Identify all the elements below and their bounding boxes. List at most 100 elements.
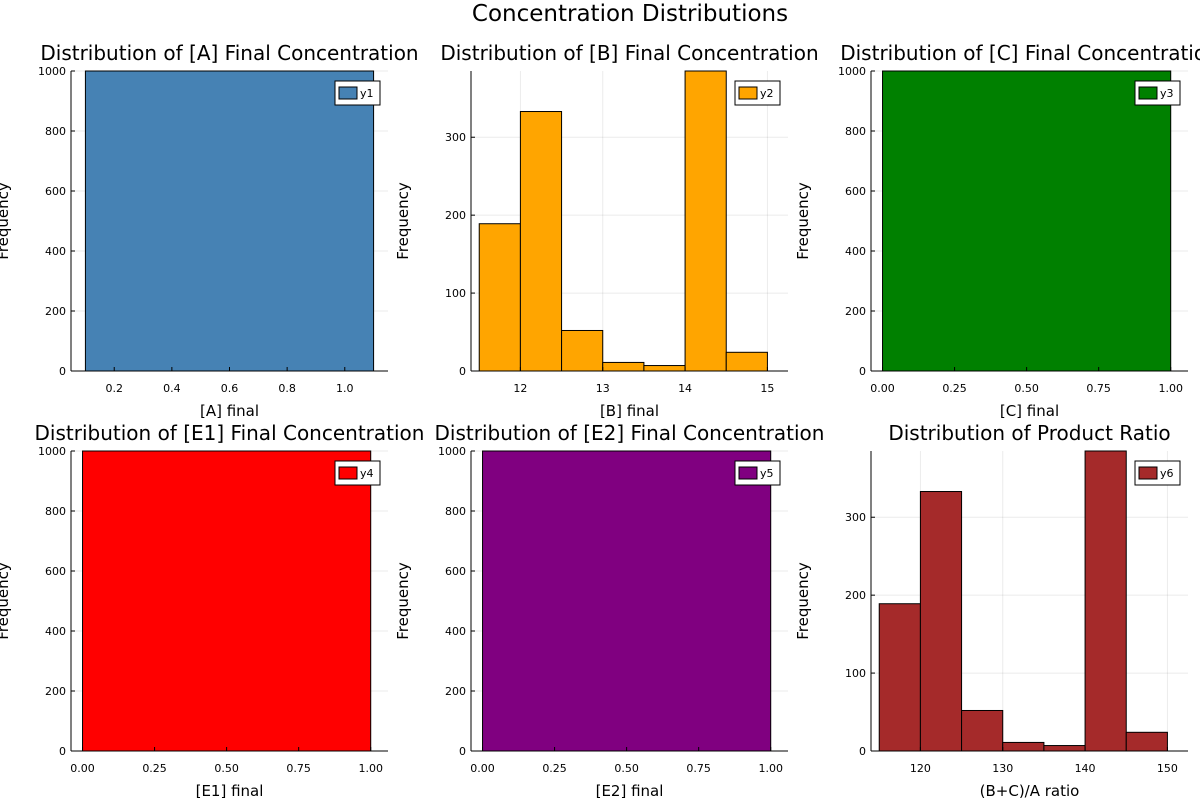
y-axis-label: Frequency bbox=[394, 562, 412, 640]
histogram-bar bbox=[1002, 741, 1045, 752]
legend: y2 bbox=[734, 80, 781, 106]
x-tick-label: 0.75 bbox=[286, 762, 311, 775]
panel-title: Distribution of [B] Final Concentration bbox=[440, 41, 818, 65]
y-tick-label: 400 bbox=[45, 625, 66, 638]
x-tick-label: 15 bbox=[760, 382, 774, 395]
histogram-bar bbox=[882, 70, 1172, 372]
x-tick-label: 0.00 bbox=[70, 762, 95, 775]
y-tick-label: 100 bbox=[845, 667, 866, 680]
x-tick-label: 1.00 bbox=[758, 762, 783, 775]
x-axis-label: [A] final bbox=[200, 402, 259, 420]
x-tick-label: 0.6 bbox=[221, 382, 239, 395]
y-tick-label: 200 bbox=[45, 685, 66, 698]
y-tick-label: 800 bbox=[45, 125, 66, 138]
y-axis-label: Frequency bbox=[394, 182, 412, 260]
x-tick-label: 0.2 bbox=[105, 382, 123, 395]
histogram-bar bbox=[919, 491, 963, 752]
histogram-bar bbox=[1043, 745, 1086, 752]
x-tick-label: 0.00 bbox=[870, 382, 895, 395]
x-axis-label: (B+C)/A ratio bbox=[980, 782, 1080, 800]
panel-title: Distribution of [E2] Final Concentration bbox=[435, 421, 825, 445]
x-tick-label: 12 bbox=[513, 382, 527, 395]
y-tick-label: 200 bbox=[445, 685, 466, 698]
x-tick-label: 0.50 bbox=[214, 762, 239, 775]
legend-label: y2 bbox=[760, 87, 774, 100]
y-tick-label: 400 bbox=[45, 245, 66, 258]
y-tick-label: 0 bbox=[859, 745, 866, 758]
x-tick-label: 1.00 bbox=[358, 762, 383, 775]
y-tick-label: 1000 bbox=[38, 445, 66, 458]
y-tick-label: 800 bbox=[445, 505, 466, 518]
histogram-bar bbox=[1125, 731, 1168, 752]
y-tick-label: 200 bbox=[45, 305, 66, 318]
legend-label: y3 bbox=[1160, 87, 1174, 100]
y-tick-label: 0 bbox=[459, 745, 466, 758]
y-axis-label: Frequency bbox=[794, 562, 812, 640]
histogram-bar bbox=[561, 329, 604, 372]
histogram-bar bbox=[482, 450, 772, 752]
x-tick-label: 13 bbox=[596, 382, 610, 395]
y-tick-label: 0 bbox=[59, 365, 66, 378]
y-tick-label: 0 bbox=[859, 365, 866, 378]
legend: y4 bbox=[334, 460, 381, 486]
histogram-panel-3: 0 200 400 600 800 1000 0.00 0.25 0.50 0.75 1.00 Dis… bbox=[794, 41, 1200, 420]
legend-label: y5 bbox=[760, 467, 774, 480]
histogram-bar bbox=[684, 70, 727, 372]
legend: y3 bbox=[1134, 80, 1181, 106]
x-tick-label: 1.0 bbox=[336, 382, 354, 395]
legend-label: y1 bbox=[360, 87, 374, 100]
histogram-bar bbox=[1084, 450, 1127, 752]
legend-swatch bbox=[738, 466, 758, 480]
histogram-panel-5: 0 200 400 600 800 1000 0.00 0.25 0.50 0.75 1.00 Dis… bbox=[394, 421, 824, 800]
x-tick-label: 130 bbox=[992, 762, 1013, 775]
y-tick-label: 0 bbox=[459, 365, 466, 378]
y-tick-label: 200 bbox=[445, 209, 466, 222]
y-tick-label: 200 bbox=[845, 589, 866, 602]
y-tick-label: 600 bbox=[45, 185, 66, 198]
legend: y5 bbox=[734, 460, 781, 486]
x-axis-label: [B] final bbox=[600, 402, 659, 420]
y-tick-label: 100 bbox=[445, 287, 466, 300]
y-tick-label: 800 bbox=[845, 125, 866, 138]
legend-swatch bbox=[1138, 466, 1158, 480]
y-tick-label: 600 bbox=[445, 565, 466, 578]
x-axis-label: [E2] final bbox=[596, 782, 664, 800]
x-tick-label: 0.75 bbox=[1086, 382, 1111, 395]
y-tick-label: 800 bbox=[45, 505, 66, 518]
y-axis-label: Frequency bbox=[0, 182, 12, 260]
x-axis-label: [E1] final bbox=[196, 782, 264, 800]
histogram-bar bbox=[82, 450, 372, 752]
x-axis-label: [C] final bbox=[1000, 402, 1059, 420]
x-tick-label: 120 bbox=[910, 762, 931, 775]
figure-title: Concentration Distributions bbox=[472, 1, 788, 27]
y-tick-label: 600 bbox=[45, 565, 66, 578]
panel-title: Distribution of Product Ratio bbox=[888, 421, 1170, 445]
x-tick-label: 14 bbox=[678, 382, 692, 395]
histogram-bar bbox=[478, 223, 521, 372]
y-tick-label: 400 bbox=[445, 625, 466, 638]
legend-swatch bbox=[1138, 86, 1158, 100]
x-tick-label: 1.00 bbox=[1158, 382, 1183, 395]
histogram-bar bbox=[84, 70, 375, 372]
legend: y6 bbox=[1134, 460, 1181, 486]
histogram-bar bbox=[878, 603, 921, 752]
x-tick-label: 0.25 bbox=[142, 762, 167, 775]
panel-title: Distribution of [C] Final Concentration bbox=[840, 41, 1200, 65]
y-tick-label: 200 bbox=[845, 305, 866, 318]
x-tick-label: 0.75 bbox=[686, 762, 711, 775]
histogram-panel-6: 0 100 200 300 120 130 140 150 Distribution of Pr… bbox=[794, 421, 1188, 800]
y-tick-label: 1000 bbox=[438, 445, 466, 458]
y-tick-label: 300 bbox=[445, 131, 466, 144]
histogram-bar bbox=[602, 361, 645, 372]
x-tick-label: 0.50 bbox=[614, 762, 639, 775]
legend-swatch bbox=[738, 86, 758, 100]
y-axis-label: Frequency bbox=[794, 182, 812, 260]
legend-swatch bbox=[338, 86, 358, 100]
legend-label: y6 bbox=[1160, 467, 1174, 480]
legend-label: y4 bbox=[360, 467, 374, 480]
x-tick-label: 0.50 bbox=[1014, 382, 1039, 395]
x-tick-label: 0.4 bbox=[163, 382, 181, 395]
histogram-panel-1: 0 200 400 600 800 1000 0.2 0.4 0.6 0.8 1.0 Distribu… bbox=[0, 41, 419, 420]
legend-swatch bbox=[338, 466, 358, 480]
